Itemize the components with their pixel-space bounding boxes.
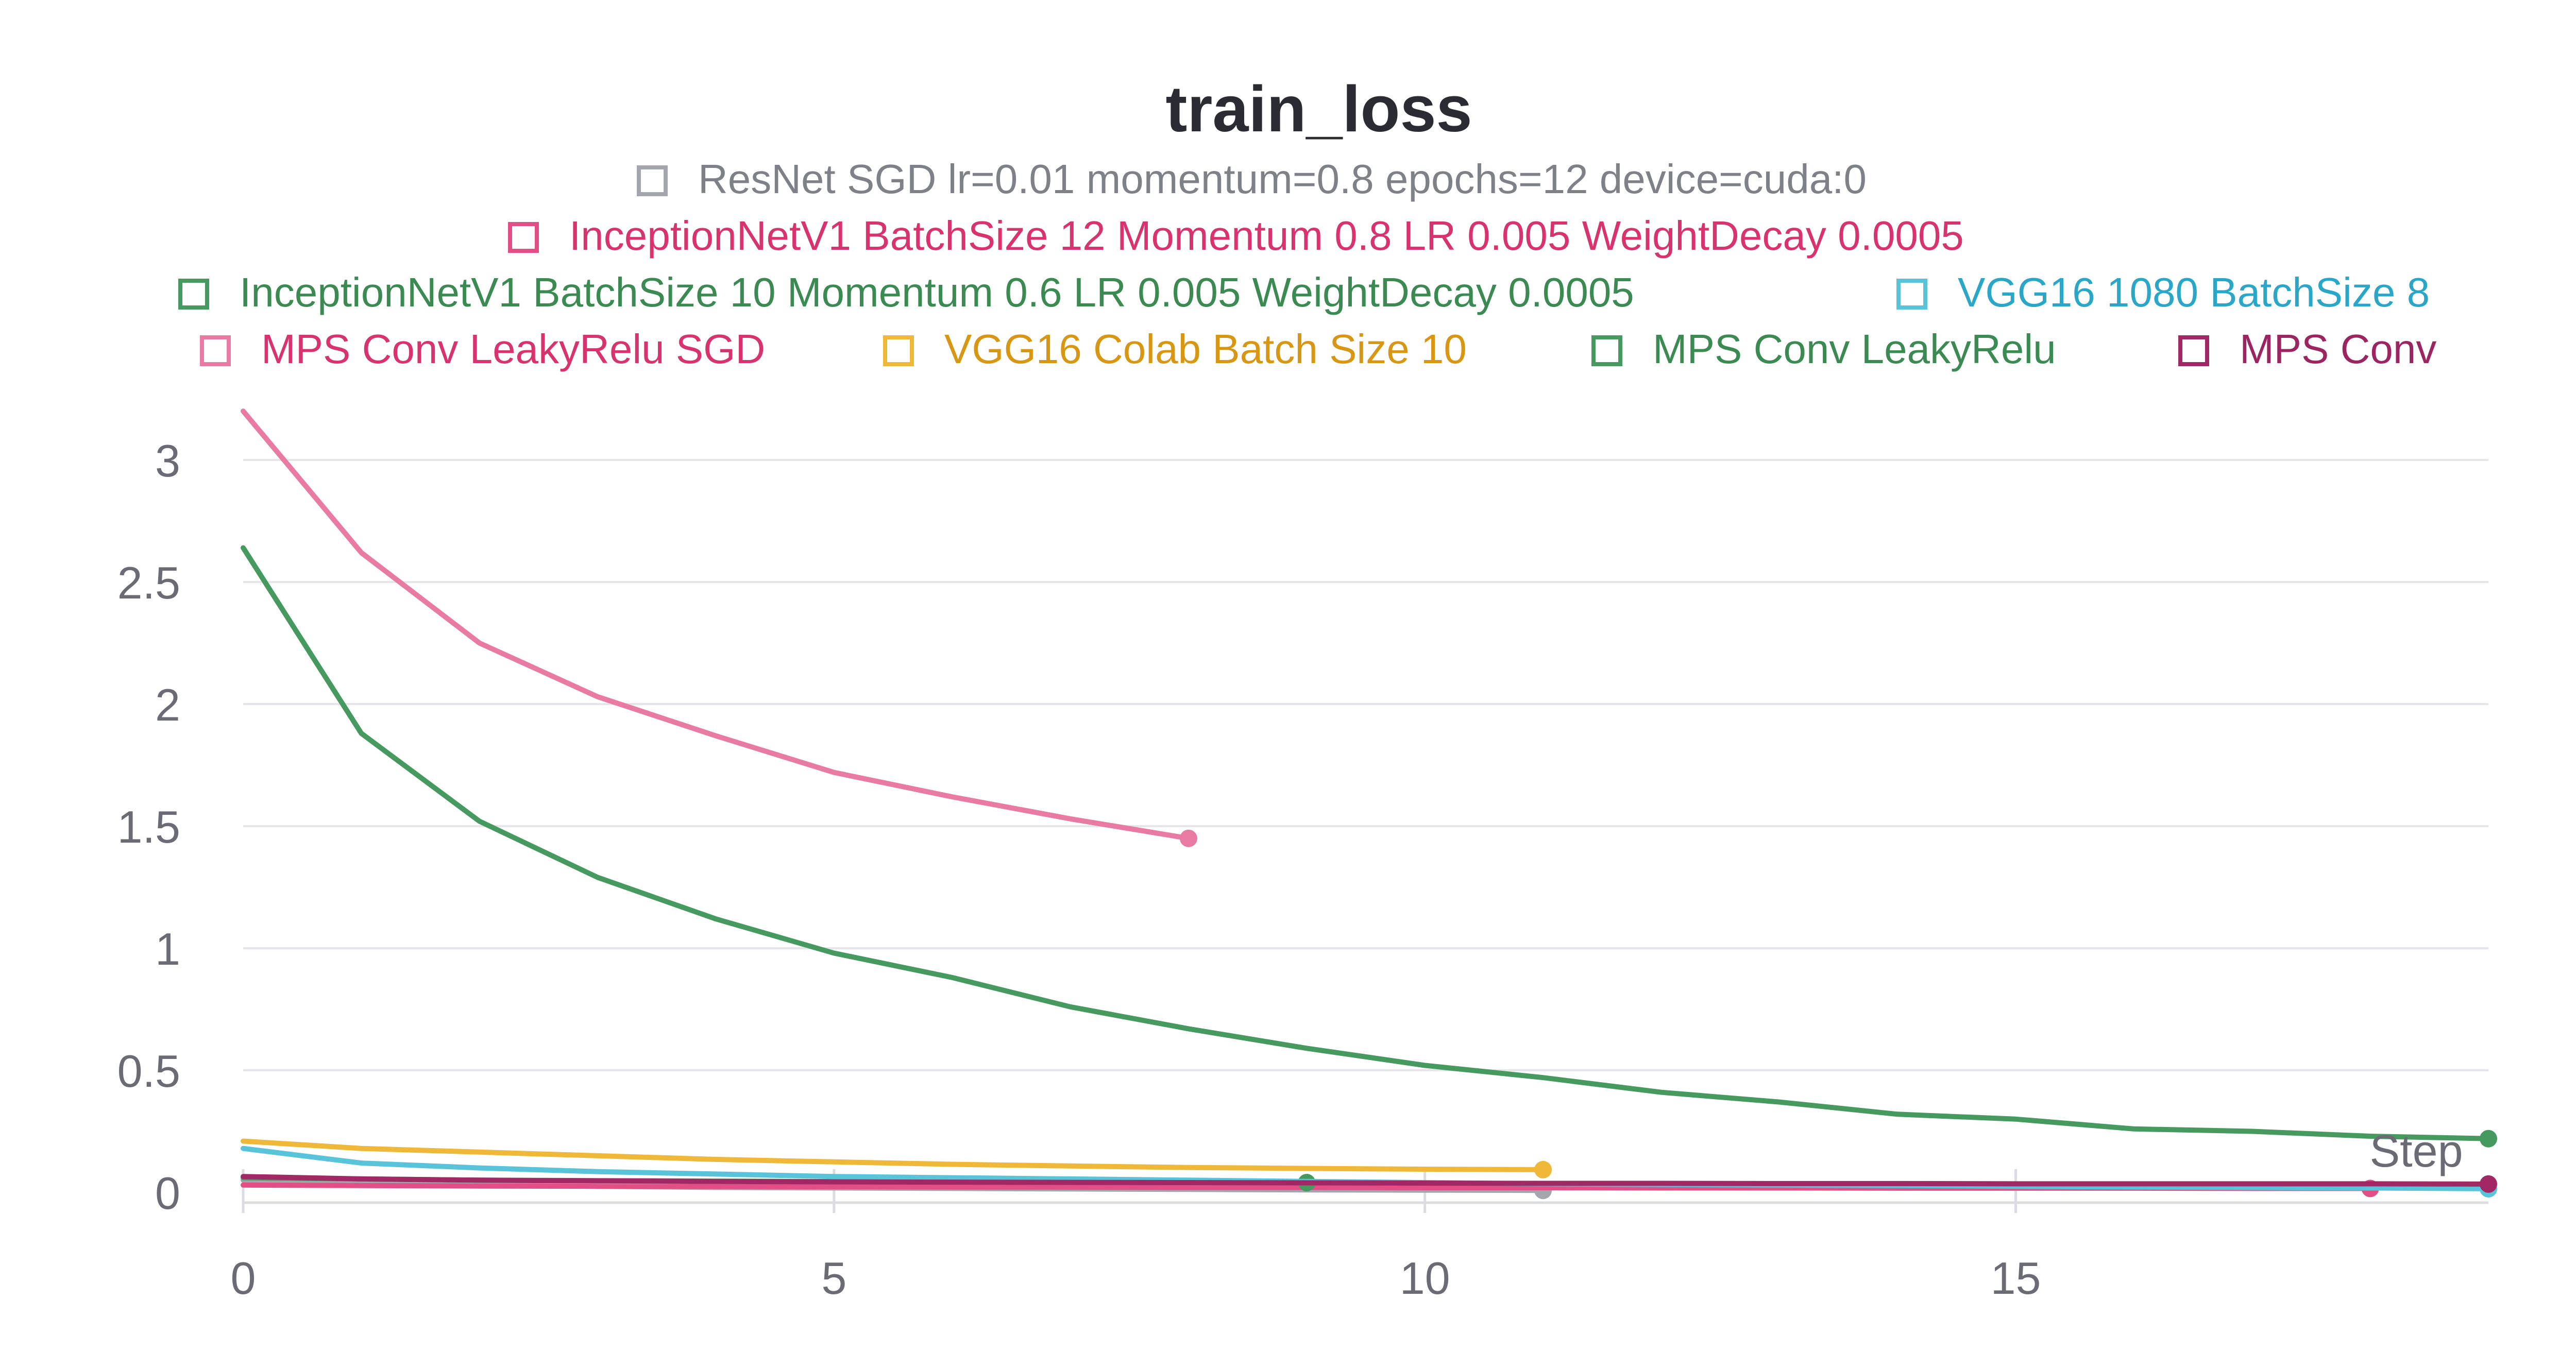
legend-swatch bbox=[637, 165, 668, 196]
legend-swatch bbox=[883, 335, 914, 366]
legend-item[interactable]: VGG16 Colab Batch Size 10 bbox=[883, 326, 1467, 372]
x-tick-label: 0 bbox=[231, 1253, 256, 1304]
legend-item[interactable]: MPS Conv LeakyRelu bbox=[1591, 326, 2056, 372]
series-group bbox=[241, 408, 2497, 1200]
y-tick-label: 1.5 bbox=[117, 801, 180, 852]
legend-swatch bbox=[2178, 335, 2209, 366]
legend-label: MPS Conv LeakyRelu bbox=[1653, 326, 2056, 372]
series-endpoint-6 bbox=[2480, 1130, 2497, 1148]
legend-swatch bbox=[1591, 335, 1622, 366]
series-line-7 bbox=[241, 1174, 2491, 1187]
axes bbox=[242, 1169, 2488, 1213]
y-tick-label: 0 bbox=[155, 1168, 180, 1219]
tick-labels: 0 0.5 1 1.5 2 2.5 3 0 5 10 15 bbox=[117, 435, 2041, 1304]
legend-item[interactable]: VGG16 1080 BatchSize 8 bbox=[1896, 269, 2430, 315]
series-endpoint-4 bbox=[1179, 829, 1197, 847]
legend-label: VGG16 Colab Batch Size 10 bbox=[944, 326, 1467, 372]
legend-label: MPS Conv bbox=[2240, 326, 2436, 372]
y-tick-label: 1 bbox=[155, 924, 180, 974]
legend-swatch bbox=[200, 335, 231, 366]
series-5 bbox=[241, 1138, 1552, 1178]
legend-item[interactable]: MPS Conv LeakyRelu SGD bbox=[200, 326, 765, 372]
series-6 bbox=[241, 545, 2497, 1148]
x-tick-label: 10 bbox=[1400, 1253, 1450, 1304]
legend-label: InceptionNetV1 BatchSize 10 Momentum 0.6… bbox=[240, 269, 1634, 315]
chart-title: train_loss bbox=[1165, 73, 1472, 145]
legend: ResNet SGD lr=0.01 momentum=0.8 epochs=1… bbox=[178, 156, 2436, 372]
legend-label: ResNet SGD lr=0.01 momentum=0.8 epochs=1… bbox=[698, 156, 1867, 202]
grid bbox=[243, 459, 2488, 1071]
x-tick-label: 5 bbox=[821, 1253, 846, 1304]
x-tick-label: 15 bbox=[1991, 1253, 2041, 1304]
legend-label: MPS Conv LeakyRelu SGD bbox=[261, 326, 765, 372]
legend-label: VGG16 1080 BatchSize 8 bbox=[1958, 269, 2430, 315]
series-endpoint-5 bbox=[1534, 1160, 1552, 1178]
series-7 bbox=[241, 1174, 2497, 1193]
legend-item[interactable]: ResNet SGD lr=0.01 momentum=0.8 epochs=1… bbox=[637, 156, 1867, 202]
legend-item[interactable]: MPS Conv bbox=[2178, 326, 2436, 372]
series-line-5 bbox=[241, 1138, 1546, 1172]
legend-item[interactable]: InceptionNetV1 BatchSize 10 Momentum 0.6… bbox=[178, 269, 1634, 315]
legend-swatch bbox=[178, 279, 209, 310]
series-line-6 bbox=[241, 545, 2491, 1141]
legend-item[interactable]: InceptionNetV1 BatchSize 12 Momentum 0.8… bbox=[508, 213, 1964, 259]
legend-swatch bbox=[508, 222, 539, 253]
y-tick-label: 2 bbox=[155, 679, 180, 730]
y-tick-label: 2.5 bbox=[117, 557, 180, 608]
series-4 bbox=[241, 408, 1197, 847]
series-endpoint-7 bbox=[2480, 1175, 2497, 1193]
y-tick-label: 3 bbox=[155, 435, 180, 486]
series-line-4 bbox=[241, 408, 1191, 841]
legend-swatch bbox=[1896, 279, 1927, 310]
y-tick-label: 0.5 bbox=[117, 1046, 180, 1097]
legend-label: InceptionNetV1 BatchSize 12 Momentum 0.8… bbox=[569, 213, 1964, 259]
x-axis-label: Step bbox=[2369, 1125, 2463, 1176]
